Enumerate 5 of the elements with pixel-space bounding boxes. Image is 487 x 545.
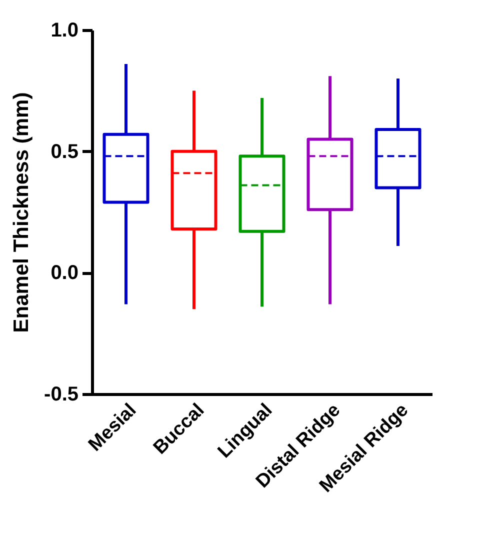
y-axis-title: Enamel Thickness (mm)	[10, 92, 34, 333]
y-tick-label: 0.0	[50, 262, 78, 284]
y-tick-label: -0.5	[44, 384, 78, 406]
y-tick-label: 0.5	[50, 140, 78, 163]
y-tick-label: 1.0	[50, 20, 78, 42]
